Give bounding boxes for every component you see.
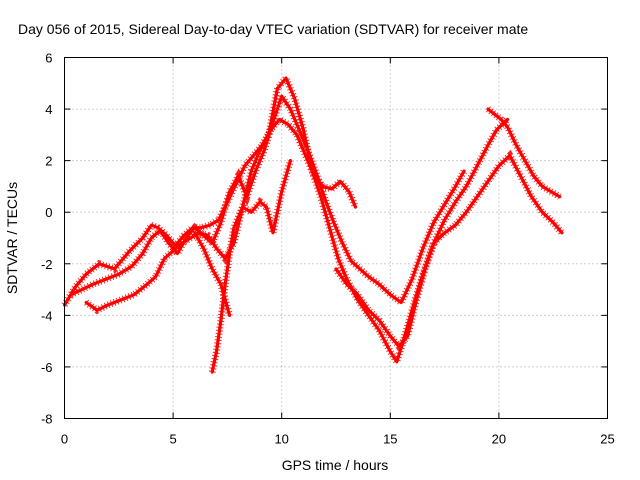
y-tick-label: 6 bbox=[45, 51, 52, 66]
x-tick-label: 0 bbox=[61, 432, 68, 447]
series-line-track-6 bbox=[334, 153, 564, 348]
x-tick-label: 10 bbox=[274, 432, 288, 447]
x-tick-label: 5 bbox=[169, 432, 176, 447]
series-line-track-7 bbox=[486, 107, 562, 199]
x-axis-label: GPS time / hours bbox=[282, 457, 389, 473]
x-axis-ticks: 0 5 10 15 20 25 bbox=[61, 57, 615, 447]
y-tick-label: 0 bbox=[45, 205, 52, 220]
axes bbox=[64, 57, 608, 419]
y-tick-label: -6 bbox=[41, 360, 53, 375]
grid-lines bbox=[64, 57, 608, 419]
y-axis-ticks: -8 -6 -4 -2 0 2 4 6 bbox=[41, 51, 608, 427]
x-tick-label: 15 bbox=[383, 432, 397, 447]
series-markers-track-2 bbox=[69, 88, 468, 308]
y-axis-label: SDTVAR / TECUs bbox=[4, 182, 20, 294]
y-tick-label: -2 bbox=[41, 257, 53, 272]
plot-frame bbox=[64, 57, 608, 419]
series-line-track-5 bbox=[193, 231, 232, 317]
y-tick-label: -8 bbox=[41, 412, 53, 427]
x-tick-label: 25 bbox=[600, 432, 614, 447]
data-series bbox=[61, 71, 565, 374]
y-tick-label: 4 bbox=[45, 102, 52, 117]
chart-title: Day 056 of 2015, Sidereal Day-to-day VTE… bbox=[18, 21, 528, 37]
series-markers-track-4 bbox=[208, 159, 294, 373]
y-tick-label: -4 bbox=[41, 308, 53, 323]
series-line-track-4 bbox=[210, 159, 292, 374]
x-tick-label: 20 bbox=[492, 432, 506, 447]
y-tick-label: 2 bbox=[45, 154, 52, 169]
series-line-track-2 bbox=[69, 94, 466, 305]
